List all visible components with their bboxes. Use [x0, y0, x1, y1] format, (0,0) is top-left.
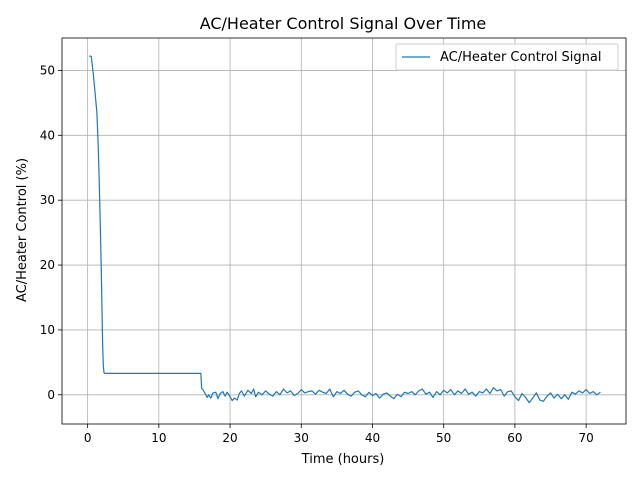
y-axis-label: AC/Heater Control (%): [15, 158, 30, 302]
plot-frame: [61, 37, 627, 425]
y-tick-label: 30: [40, 193, 55, 207]
chart-title: AC/Heater Control Signal Over Time: [200, 14, 487, 33]
x-tick-label: 0: [84, 431, 92, 445]
y-tick-label: 10: [40, 323, 55, 337]
y-tick-label: 20: [40, 258, 55, 272]
y-tick-label: 0: [47, 388, 55, 402]
y-tick-label: 40: [40, 128, 55, 142]
series-line: [89, 55, 601, 404]
x-tick-label: 10: [151, 431, 166, 445]
x-tick-label: 40: [365, 431, 380, 445]
x-tick-label: 50: [436, 431, 451, 445]
legend-label: AC/Heater Control Signal: [440, 50, 602, 65]
x-tick-label: 20: [222, 431, 237, 445]
x-tick-label: 70: [578, 431, 593, 445]
legend-box: [395, 43, 619, 71]
y-tick-label: 50: [40, 63, 55, 77]
x-tick-label: 30: [294, 431, 309, 445]
legend: AC/Heater Control Signal: [395, 43, 619, 71]
ticks: 0 10 20 30 40 50 60 70 0 10 20 30 40 50: [40, 63, 594, 445]
series-layer: [89, 55, 601, 404]
x-tick-label: 60: [507, 431, 522, 445]
x-axis-label: Time (hours): [301, 452, 385, 467]
